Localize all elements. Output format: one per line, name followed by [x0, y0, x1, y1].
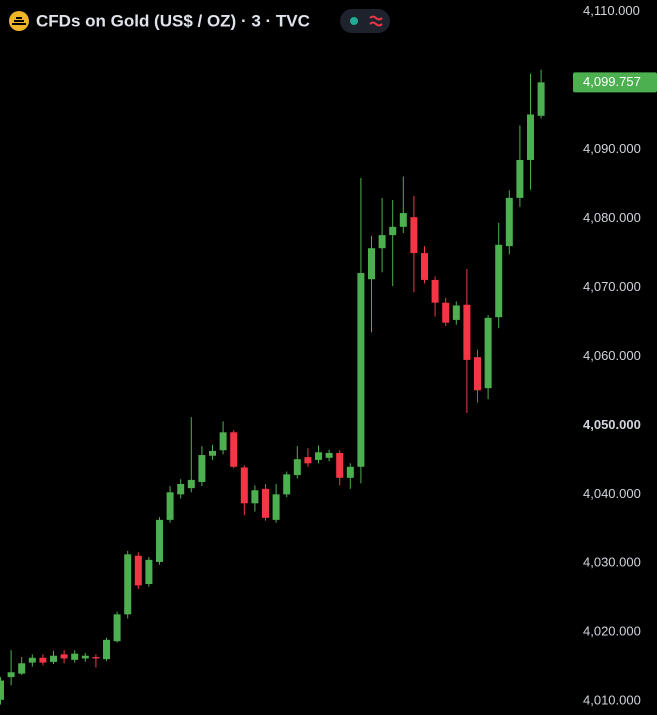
y-tick-label: 4,080.000	[583, 210, 641, 225]
candle-body	[60, 654, 68, 659]
candle-body	[219, 432, 227, 451]
last-price-label: 4,099.757	[583, 74, 641, 89]
candle-body	[293, 459, 301, 476]
candle-body	[28, 657, 36, 663]
status-wave	[369, 15, 383, 27]
candle-body	[177, 484, 185, 495]
candle-body	[124, 554, 132, 615]
candle-body	[0, 680, 4, 700]
candle-body	[251, 490, 259, 504]
candle-body	[113, 614, 121, 642]
candle-body	[166, 492, 174, 520]
candle-body	[315, 452, 322, 460]
candle-body	[516, 159, 524, 198]
y-tick-label: 4,030.000	[583, 555, 641, 570]
candle-body	[71, 653, 79, 660]
candle-body	[7, 672, 15, 678]
candle-body	[336, 452, 344, 478]
candle-body	[378, 235, 386, 249]
candle-body	[537, 82, 545, 116]
candle-body	[272, 494, 280, 520]
candle-body	[527, 114, 534, 160]
candle-body	[484, 317, 492, 389]
candle-body	[452, 305, 460, 320]
symbol-icon-mark	[12, 17, 26, 25]
candle-body	[442, 302, 450, 323]
candle-body	[421, 253, 428, 280]
candle-body	[240, 467, 248, 504]
status-dot	[350, 17, 358, 25]
candle-body	[357, 273, 365, 467]
candle-body	[92, 657, 100, 659]
candle-body	[410, 217, 418, 254]
candle-body	[325, 452, 333, 458]
candle-body	[198, 455, 206, 482]
candle-body	[18, 663, 26, 674]
y-tick-label: 4,090.000	[583, 141, 641, 156]
candle-body	[389, 226, 397, 236]
candle-body	[304, 457, 312, 464]
candle-body	[39, 657, 47, 663]
y-tick-label: 4,110.000	[583, 3, 640, 18]
candle-body	[81, 655, 89, 659]
candle-body	[474, 357, 481, 391]
candle-body	[431, 279, 439, 303]
y-tick-label: 4,040.000	[583, 486, 641, 501]
candle-body	[368, 248, 375, 280]
status-badge[interactable]	[340, 9, 390, 33]
candle-body	[209, 450, 216, 456]
candle-body	[50, 655, 57, 662]
chart-title: CFDs on Gold (US$ / OZ) · 3 · TVC	[36, 11, 310, 30]
candle-body	[495, 244, 503, 318]
candle-body	[134, 555, 142, 586]
candle-body	[145, 559, 153, 584]
y-tick-label: 4,050.000	[583, 417, 641, 432]
candle-body	[283, 474, 291, 495]
candle-body	[505, 197, 513, 247]
y-tick-label: 4,060.000	[583, 348, 641, 363]
y-tick-label: 4,010.000	[583, 693, 641, 708]
candle-body	[346, 466, 354, 478]
y-tick-label: 4,070.000	[583, 279, 641, 294]
candle-body	[399, 213, 407, 227]
last-price-box	[573, 72, 657, 93]
candle-body	[103, 639, 110, 660]
candle-body	[156, 519, 163, 562]
candle-body	[262, 488, 269, 518]
candle-body	[463, 304, 471, 360]
candle-body	[230, 432, 238, 467]
candle-body	[187, 479, 195, 489]
y-tick-label: 4,020.000	[583, 624, 641, 639]
